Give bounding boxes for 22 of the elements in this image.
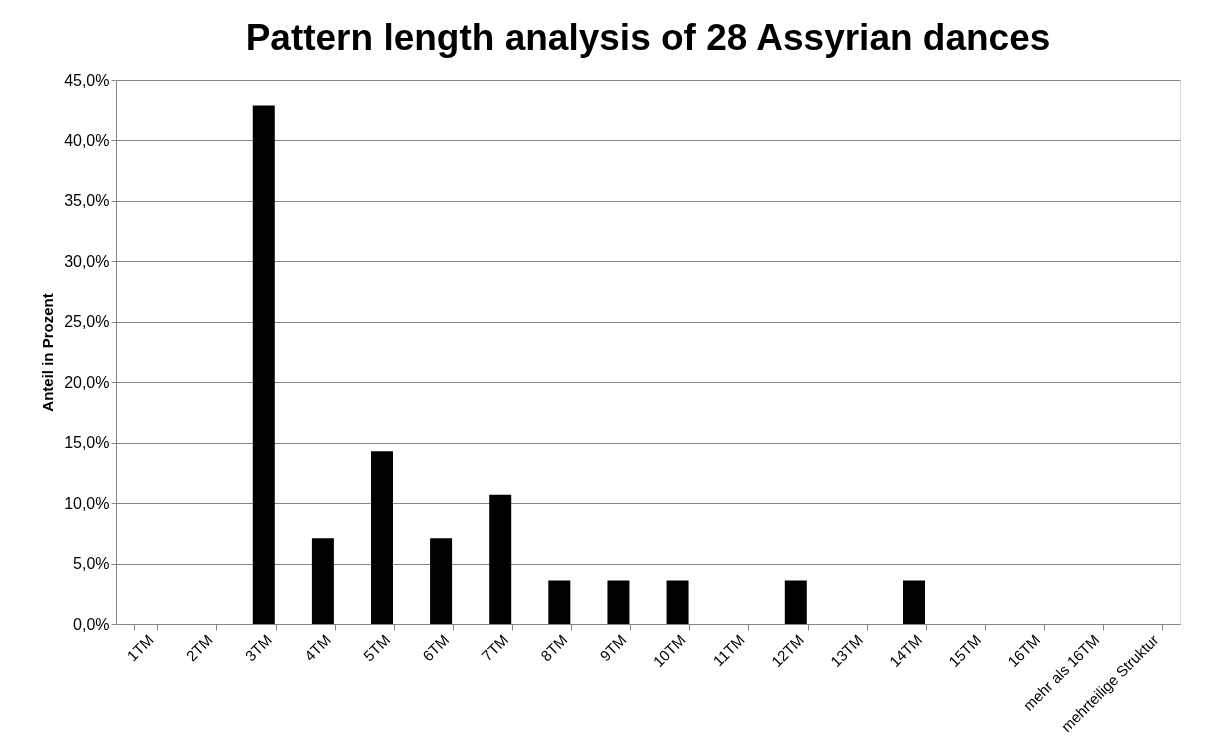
y-tick-label: 45,0%: [64, 71, 110, 89]
y-tick-label: 35,0%: [64, 192, 110, 210]
bar: [252, 105, 275, 624]
y-tick-label: 0,0%: [73, 615, 110, 633]
bar: [548, 580, 571, 624]
y-tick-label: 30,0%: [64, 252, 110, 270]
bar: [371, 451, 393, 624]
y-tick-label: 5,0%: [73, 555, 110, 573]
bar: [607, 580, 630, 624]
chart-title: Pattern length analysis of 28 Assyrian dances: [245, 17, 1051, 58]
y-axis-title: Anteil in Prozent: [39, 293, 57, 412]
bar: [311, 538, 334, 624]
bar: [489, 494, 512, 624]
bar: [430, 538, 453, 624]
y-tick-label: 40,0%: [64, 131, 110, 149]
y-tick-label: 25,0%: [64, 313, 110, 331]
y-tick-label: 20,0%: [64, 373, 110, 391]
bar: [903, 580, 925, 624]
bar: [666, 580, 689, 624]
y-tick-label: 15,0%: [64, 434, 110, 452]
y-tick-label: 10,0%: [64, 494, 110, 512]
bar: [784, 580, 807, 624]
